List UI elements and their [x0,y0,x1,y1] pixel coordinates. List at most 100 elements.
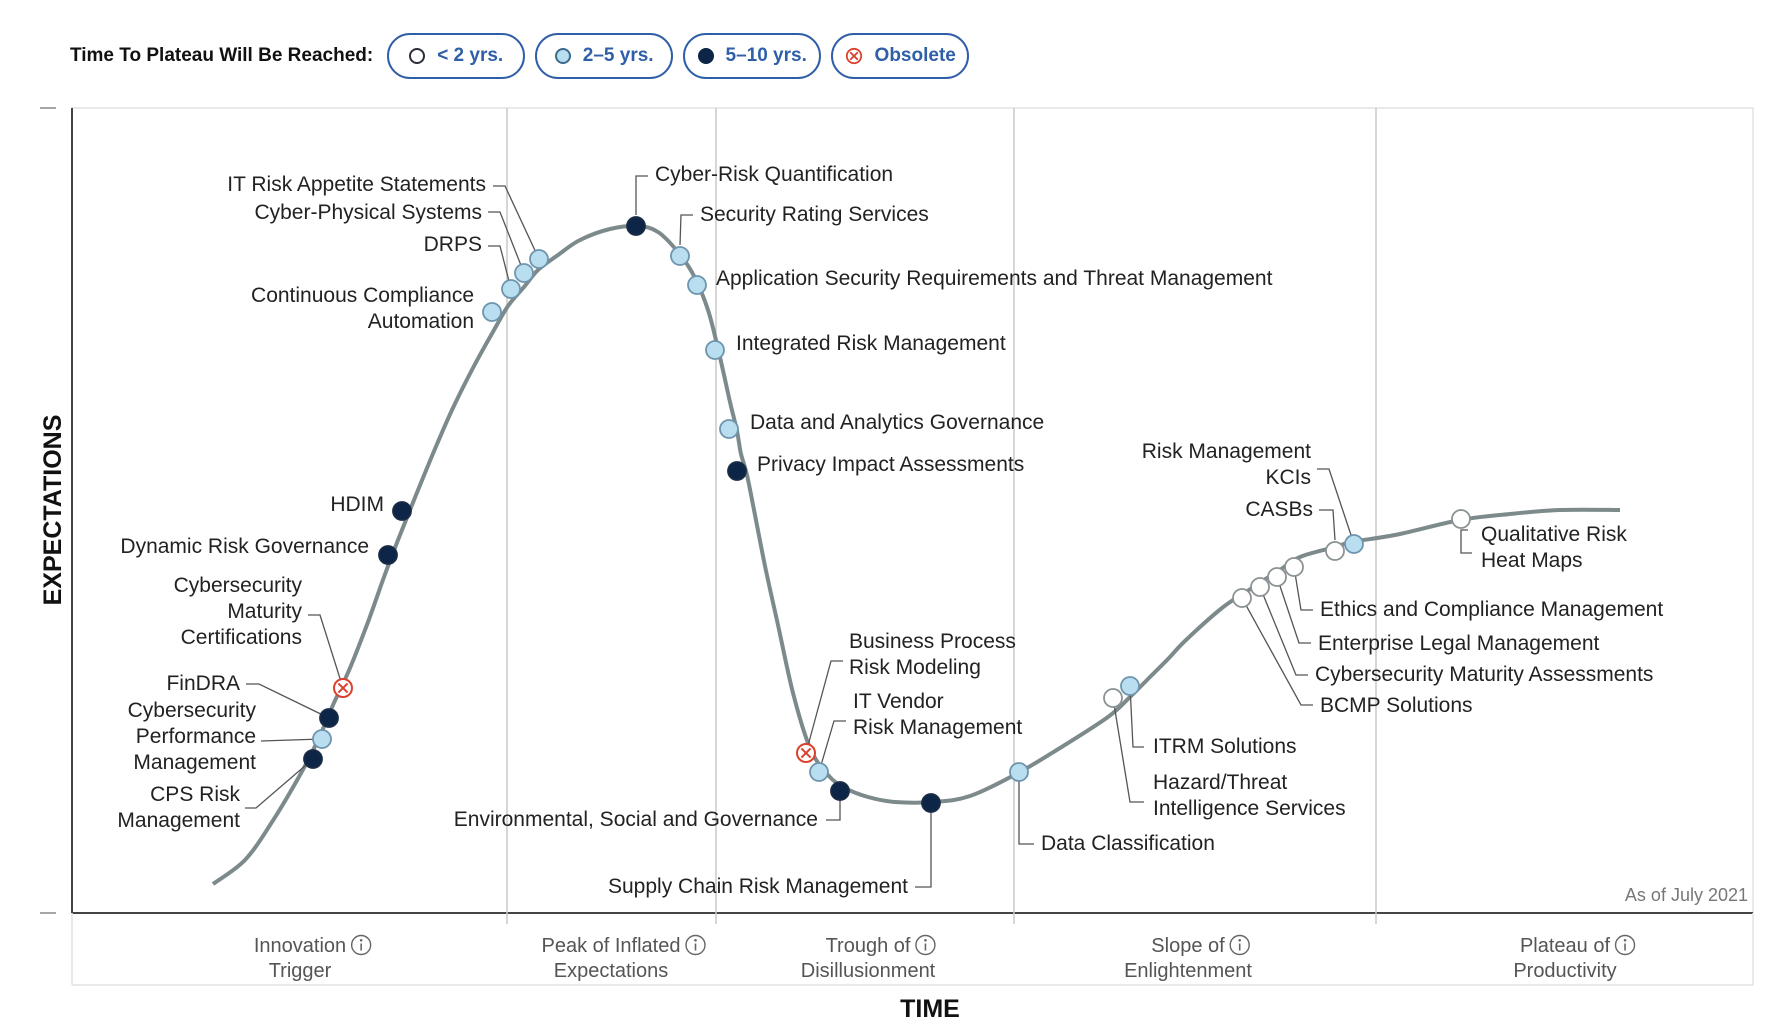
info-circle-icon[interactable] [350,934,372,956]
phase-label-line2: Enlightenment [1124,960,1252,982]
marker-itrm-solutions[interactable] [1120,676,1140,696]
phase-trough-of-disillusionment: Trough of Disillusionment [801,934,936,982]
marker-hdim[interactable] [392,501,412,521]
tech-label-qualitative-risk-heat-maps: Heat Maps [1481,549,1583,572]
tech-label-dynamic-risk-governance: Dynamic Risk Governance [120,535,369,558]
tech-label-data-classification: Data Classification [1041,832,1215,855]
legend-item-lt2[interactable]: < 2 yrs. [387,33,526,79]
tech-label-cybersecurity-performance-management: Performance [136,725,256,748]
legend-item-5to10[interactable]: 5–10 yrs. [683,33,822,79]
marker-cyber-physical-systems[interactable] [514,263,534,283]
marker-it-vendor-risk-management[interactable] [809,762,829,782]
tech-label-risk-management-kcis: KCIs [1265,466,1311,489]
phase-labels: Innovation Trigger Peak of Inflated Expecta… [254,934,1636,982]
phase-plateau-of-productivity: Plateau of Productivity [1513,934,1636,982]
phase-label-line2: Productivity [1513,960,1616,982]
info-circle-icon[interactable] [685,934,706,956]
marker-data-classification[interactable] [1009,762,1029,782]
tech-label-cybersecurity-performance-management: Management [133,751,256,774]
legend-item-obsolete[interactable]: Obsolete [831,33,970,79]
marker-drps[interactable] [501,279,521,299]
marker-bcmp-solutions[interactable] [1232,588,1252,608]
phase-peak-of-inflated-expectations: Peak of Inflated Expectations [542,934,706,982]
leader-line-cyber-physical-systems [488,211,525,274]
open-circle-icon [409,48,426,64]
tech-label-bcmp-solutions: BCMP Solutions [1320,694,1473,717]
tech-label-cps-risk-management: CPS Risk [150,783,240,806]
legend-label-lt2: < 2 yrs. [437,45,504,66]
marker-integrated-risk-management[interactable] [705,340,725,360]
phase-label-line1: Trough of [826,935,911,957]
chart-frame [40,107,1754,986]
obsolete-x-icon [845,47,862,65]
tech-label-privacy-impact-assessments: Privacy Impact Assessments [757,453,1024,476]
marker-cps-risk-management[interactable] [303,749,323,769]
phase-label-line1: Peak of Inflated [542,935,681,957]
legend-label-5to10: 5–10 yrs. [725,45,807,66]
tech-label-security-rating-services: Security Rating Services [700,203,929,226]
tech-label-business-process-risk-modeling: Business Process [849,630,1016,653]
marker-obsolete-business-process-risk-modeling[interactable] [796,743,816,763]
leader-line-itrm-solutions [1129,685,1144,748]
marker-dynamic-risk-governance[interactable] [378,545,398,565]
tech-label-continuous-compliance-automation: Automation [368,310,474,333]
leader-line-it-risk-appetite-statements [493,185,540,260]
marker-environmental-social-and-governance[interactable] [830,781,850,801]
tech-label-cyber-risk-quantification: Cyber-Risk Quantification [655,163,893,186]
tech-label-cybersecurity-maturity-certifications: Cybersecurity [174,574,303,597]
marker-risk-management-kcis[interactable] [1344,534,1364,554]
marker-qualitative-risk-heat-maps[interactable] [1451,509,1471,529]
tech-label-hazard-threat-intelligence-services: Hazard/Threat [1153,771,1287,794]
phase-label-line1: Plateau of [1520,935,1611,957]
marker-supply-chain-risk-management[interactable] [921,793,941,813]
marker-privacy-impact-assessments[interactable] [727,461,747,481]
marker-application-security-requirements-and-threat-management[interactable] [687,275,707,295]
marker-it-risk-appetite-statements[interactable] [529,249,549,269]
technology-markers [303,216,1471,813]
technology-labels: CPS Risk Management Cybersecurity Performan… [117,163,1663,898]
tech-label-itrm-solutions: ITRM Solutions [1153,735,1297,758]
tech-label-it-vendor-risk-management: Risk Management [853,716,1022,739]
marker-data-and-analytics-governance[interactable] [719,419,739,439]
marker-enterprise-legal-management[interactable] [1267,567,1287,587]
info-circle-icon[interactable] [1614,934,1636,956]
marker-security-rating-services[interactable] [670,246,690,266]
marker-casbs[interactable] [1325,541,1345,561]
marker-cyber-risk-quantification[interactable] [626,216,646,236]
tech-label-hdim: HDIM [330,493,384,516]
tech-label-business-process-risk-modeling: Risk Modeling [849,656,981,679]
tech-label-integrated-risk-management: Integrated Risk Management [736,332,1006,355]
label-connectors [245,175,1472,888]
leader-line-findra [246,683,330,719]
marker-findra[interactable] [319,708,339,728]
marker-ethics-and-compliance-management[interactable] [1284,557,1304,577]
tech-label-it-vendor-risk-management: IT Vendor [853,690,944,713]
leader-line-enterprise-legal-management [1276,576,1311,644]
phase-label-line2: Expectations [554,960,669,982]
marker-continuous-compliance-automation[interactable] [482,302,502,322]
tech-label-drps: DRPS [424,233,482,256]
tech-label-supply-chain-risk-management: Supply Chain Risk Management [608,875,908,898]
tech-label-application-security-requirements-and-threat-management: Application Security Requirements and Th… [716,267,1273,290]
info-circle-icon[interactable] [1229,934,1250,956]
tech-label-cyber-physical-systems: Cyber-Physical Systems [254,201,482,224]
tech-label-findra: FinDRA [166,672,240,695]
tech-label-cybersecurity-performance-management: Cybersecurity [128,699,257,722]
marker-hazard-threat-intelligence-services[interactable] [1103,688,1123,708]
leader-line-cps-risk-management [245,758,314,809]
legend-item-2to5[interactable]: 2–5 yrs. [535,33,674,79]
phase-label-line2: Trigger [269,960,332,982]
marker-obsolete-cybersecurity-maturity-certifications[interactable] [333,678,353,698]
leader-line-drps [488,245,512,290]
leader-line-cybersecurity-maturity-certifications [308,614,344,689]
tech-label-cybersecurity-maturity-assessments: Cybersecurity Maturity Assessments [1315,663,1653,686]
leader-line-ethics-and-compliance-management [1293,566,1313,611]
marker-cybersecurity-maturity-assessments[interactable] [1250,577,1270,597]
marker-cybersecurity-performance-management[interactable] [312,729,332,749]
tech-label-data-and-analytics-governance: Data and Analytics Governance [750,411,1044,434]
tech-label-hazard-threat-intelligence-services: Intelligence Services [1153,797,1346,820]
info-circle-icon[interactable] [915,934,936,956]
leader-line-cybersecurity-performance-management [260,738,323,742]
as-of-note: As of July 2021 [1625,885,1748,905]
legend-label-2to5: 2–5 yrs. [582,45,654,66]
